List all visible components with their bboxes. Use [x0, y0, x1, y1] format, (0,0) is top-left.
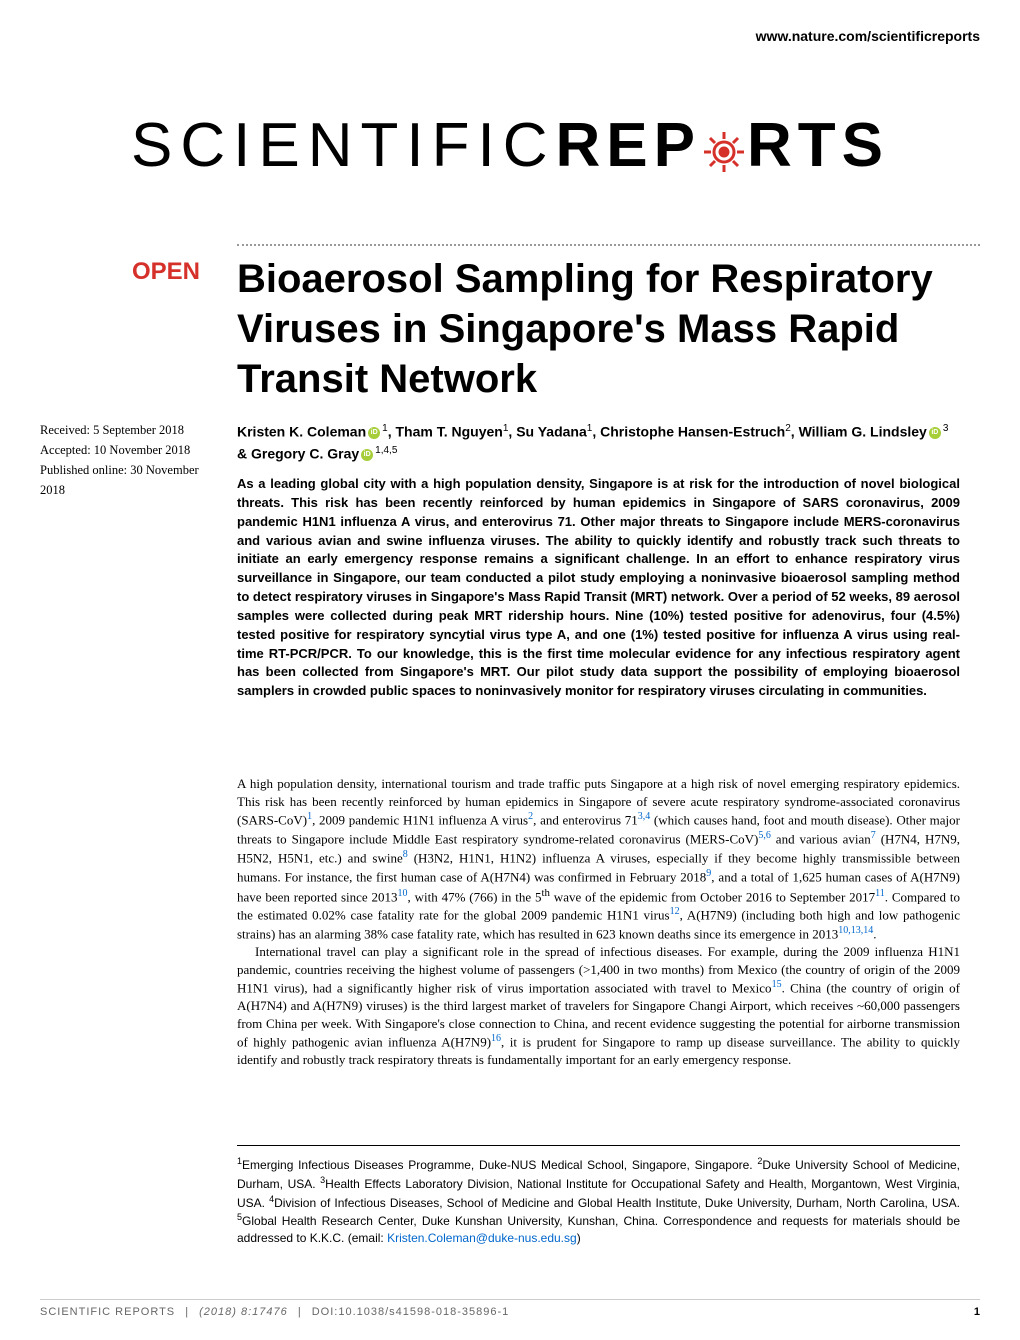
logo-text: SCIENTIFIC REP RTS [131, 110, 889, 181]
publication-dates: Received: 5 September 2018 Accepted: 10 … [40, 420, 225, 500]
author-1-aff: 1 [382, 423, 388, 434]
date-received: Received: 5 September 2018 [40, 420, 225, 440]
logo-part2-prefix: REP [555, 110, 700, 181]
ref-link[interactable]: 15 [772, 979, 782, 990]
footer-year-vol: (2018) 8:17476 [199, 1306, 292, 1318]
header-url[interactable]: www.nature.com/scientificreports [756, 28, 980, 44]
author-5: William G. Lindsley [799, 424, 927, 440]
footer-citation: SCIENTIFIC REPORTS | (2018) 8:17476 | DO… [40, 1306, 509, 1318]
body-text: A high population density, international… [237, 775, 960, 1069]
author-3: Su Yadana [516, 424, 587, 440]
ref-link[interactable]: 16 [491, 1033, 501, 1044]
ref-link[interactable]: 3,4 [638, 811, 651, 822]
author-3-aff: 1 [587, 423, 593, 434]
author-5-aff: 3 [943, 423, 949, 434]
author-4: Christophe Hansen-Estruch [600, 424, 785, 440]
paragraph-1: A high population density, international… [237, 775, 960, 943]
ref-link[interactable]: 10,13,14 [838, 925, 873, 936]
abstract: As a leading global city with a high pop… [237, 475, 960, 701]
divider-line [237, 1145, 960, 1146]
open-access-badge: OPEN [132, 258, 200, 286]
author-1: Kristen K. Coleman [237, 424, 366, 440]
date-accepted: Accepted: 10 November 2018 [40, 440, 225, 460]
ref-link[interactable]: 12 [670, 906, 680, 917]
author-list: Kristen K. Coleman1, Tham T. Nguyen1, Su… [237, 421, 960, 464]
article-title: Bioaerosol Sampling for Respiratory Viru… [237, 254, 960, 404]
page-number: 1 [974, 1306, 980, 1318]
author-2-aff: 1 [503, 423, 509, 434]
ref-link[interactable]: 10 [398, 888, 408, 899]
journal-logo: SCIENTIFIC REP RTS [0, 110, 1020, 181]
logo-part2-suffix: RTS [747, 110, 889, 181]
page-footer: SCIENTIFIC REPORTS | (2018) 8:17476 | DO… [40, 1299, 980, 1318]
correspondence-email[interactable]: Kristen.Coleman@duke-nus.edu.sg [387, 1231, 577, 1245]
orcid-icon[interactable] [368, 427, 380, 439]
affiliations: 1Emerging Infectious Diseases Programme,… [237, 1155, 960, 1247]
ref-link[interactable]: 11 [875, 888, 885, 899]
author-2: Tham T. Nguyen [395, 424, 502, 440]
separator: | [298, 1306, 302, 1318]
gear-icon [699, 121, 749, 171]
orcid-icon[interactable] [361, 449, 373, 461]
logo-part1: SCIENTIFIC [131, 110, 555, 181]
date-published: Published online: 30 November 2018 [40, 460, 225, 500]
author-6: Gregory C. Gray [251, 445, 359, 461]
author-6-aff: 1,4,5 [375, 445, 397, 456]
paragraph-2: International travel can play a signific… [237, 943, 960, 1068]
divider-dotted [237, 244, 980, 246]
ref-link[interactable]: 5,6 [758, 830, 771, 841]
author-4-aff: 2 [785, 423, 791, 434]
separator: | [185, 1306, 189, 1318]
footer-journal: SCIENTIFIC REPORTS [40, 1306, 175, 1318]
footer-doi: DOI:10.1038/s41598-018-35896-1 [312, 1306, 510, 1318]
orcid-icon[interactable] [929, 427, 941, 439]
